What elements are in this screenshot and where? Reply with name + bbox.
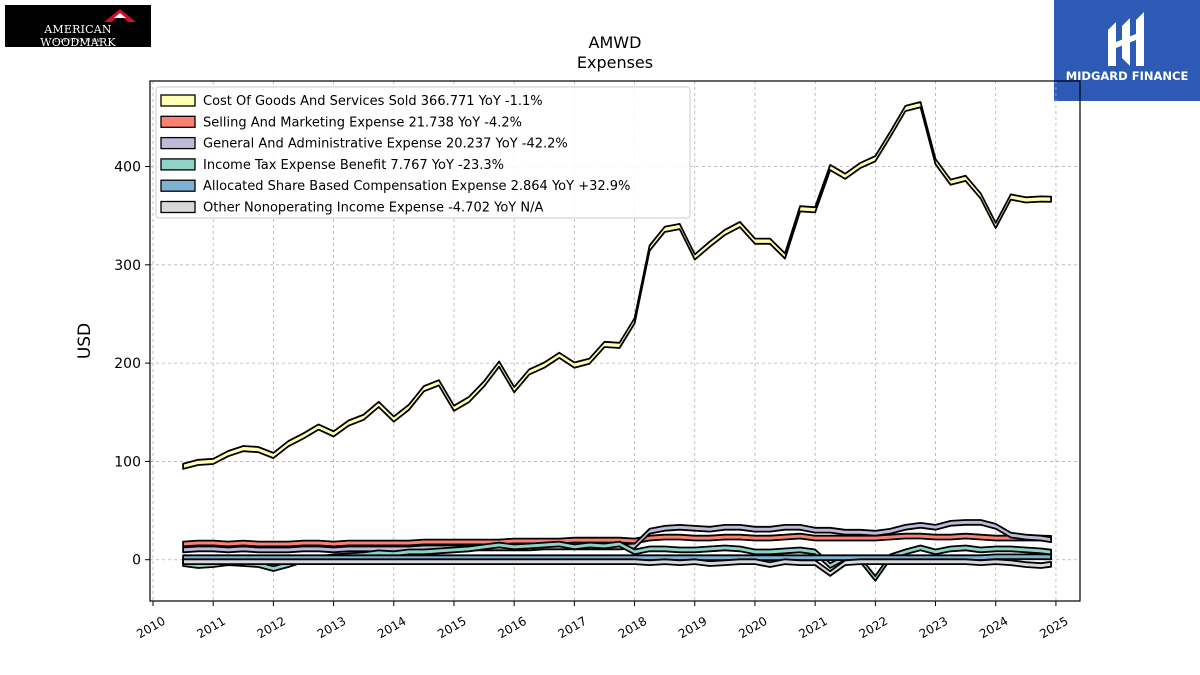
legend-swatch	[160, 136, 196, 150]
legend-swatch	[160, 200, 196, 214]
legend-entry: Allocated Share Based Compensation Expen…	[203, 179, 630, 194]
legend-box	[155, 86, 691, 219]
midgard-mark-icon	[1108, 12, 1144, 66]
legend: Cost Of Goods And Services Sold 366.771 …	[155, 86, 691, 219]
plot-frame	[149, 80, 1081, 602]
chart-subtitle: Expenses	[577, 53, 653, 72]
y-axis-label: USD	[75, 323, 95, 359]
y-axis-ticks: 0 100 200 300 400	[114, 160, 150, 569]
x-tick-label: 2014	[375, 614, 408, 641]
legend-entry: General And Administrative Expense 20.23…	[203, 137, 568, 152]
y-tick-label: 400	[114, 160, 141, 176]
x-tick-label: 2025	[1037, 614, 1070, 641]
x-tick-label: 2016	[495, 614, 528, 641]
legend-entry: Selling And Marketing Expense 21.738 YoY…	[203, 115, 522, 130]
brand-right-name: MIDGARD FINANCE	[1065, 69, 1189, 83]
y-tick-label: 200	[114, 356, 141, 372]
legend-swatch	[160, 158, 196, 171]
x-tick-label: 2012	[255, 614, 288, 641]
x-tick-label: 2015	[435, 614, 468, 641]
x-tick-label: 2017	[556, 614, 589, 641]
legend-swatch	[160, 179, 196, 192]
y-tick-label: 300	[114, 258, 141, 274]
x-tick-label: 2018	[616, 614, 649, 641]
legend-entry: Other Nonoperating Income Expense -4.702…	[203, 201, 543, 216]
series-bands	[182, 101, 1052, 582]
brand-left-sub: CORPORATION	[54, 38, 102, 43]
american-woodmark-logo: AMERICAN WOODMARK CORPORATION	[5, 5, 151, 49]
series-band-cost-of-goods-and-services-sold	[182, 101, 1052, 470]
midgard-finance-logo: MIDGARD FINANCE	[1054, 0, 1200, 101]
roof-icon	[104, 9, 136, 22]
x-axis-ticks: 2010 2011 2012 2013 2014 2015 2016 2017 2018 2019…	[134, 601, 1071, 641]
x-tick-label: 2010	[134, 614, 167, 641]
x-tick-label: 2013	[315, 614, 348, 641]
legend-swatch	[160, 115, 196, 128]
x-tick-label: 2023	[917, 614, 950, 641]
legend-entry: Cost Of Goods And Services Sold 366.771 …	[203, 94, 543, 109]
x-tick-label: 2019	[676, 614, 709, 641]
x-tick-label: 2022	[857, 614, 890, 641]
x-tick-label: 2024	[977, 614, 1010, 641]
y-tick-label: 100	[114, 454, 141, 470]
chart-title: AMWD	[589, 33, 642, 52]
x-tick-label: 2021	[796, 614, 829, 641]
x-tick-label: 2020	[736, 614, 769, 641]
x-tick-label: 2011	[194, 614, 227, 641]
legend-swatch	[160, 94, 196, 107]
legend-entry: Income Tax Expense Benefit 7.767 YoY -23…	[203, 158, 504, 173]
series-band-other-nonoperating-income-expense	[182, 558, 1052, 577]
brand-left-name: AMERICAN WOODMARK	[40, 23, 116, 49]
y-tick-label: 0	[132, 553, 141, 569]
